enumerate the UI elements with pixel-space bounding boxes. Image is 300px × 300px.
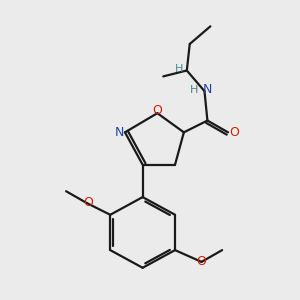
- Text: O: O: [196, 255, 206, 268]
- Text: N: N: [114, 126, 124, 139]
- Text: O: O: [229, 126, 239, 139]
- Text: N: N: [203, 83, 212, 96]
- Text: H: H: [190, 85, 198, 94]
- Text: O: O: [83, 196, 93, 209]
- Text: O: O: [152, 104, 162, 117]
- Text: H: H: [175, 64, 184, 74]
